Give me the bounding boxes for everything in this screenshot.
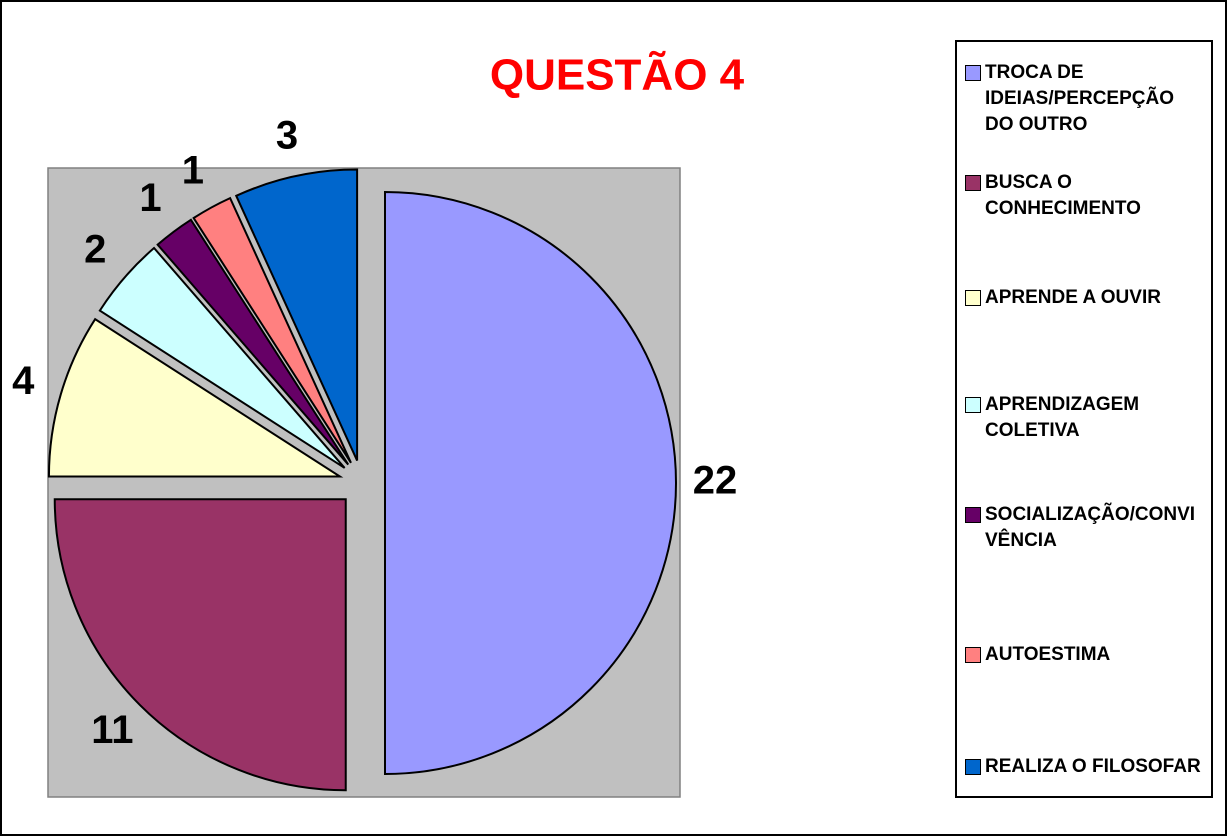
data-label: 3	[276, 114, 298, 158]
legend-swatch	[965, 507, 981, 523]
legend-label: APRENDE A OUVIR	[985, 287, 1161, 308]
legend-item: APRENDE A OUVIR	[965, 285, 1205, 311]
pie-slice	[47, 317, 344, 478]
pie-slice	[98, 246, 346, 469]
pie-slice	[53, 498, 347, 792]
pie-slice	[192, 196, 352, 464]
data-label: 22	[693, 459, 738, 503]
legend-item: APRENDIZAGEM COLETIVA	[965, 392, 1205, 444]
legend-item: REALIZA O FILOSOFAR	[965, 754, 1205, 780]
legend-swatch	[965, 759, 981, 775]
legend-item: SOCIALIZAÇÃO/CONVIVÊNCIA	[965, 502, 1205, 554]
legend-label: AUTOESTIMA	[985, 644, 1111, 665]
legend-label: REALIZA O FILOSOFAR	[985, 756, 1201, 777]
legend: TROCA DE IDEIAS/PERCEPÇÃO DO OUTRO BUSCA …	[955, 40, 1213, 798]
legend-label: BUSCA O CONHECIMENTO	[985, 172, 1141, 219]
legend-label: SOCIALIZAÇÃO/CONVIVÊNCIA	[985, 504, 1196, 551]
data-label: 1	[182, 149, 204, 193]
legend-item: AUTOESTIMA	[965, 642, 1205, 668]
legend-label: APRENDIZAGEM COLETIVA	[985, 394, 1140, 441]
legend-item: TROCA DE IDEIAS/PERCEPÇÃO DO OUTRO	[965, 60, 1205, 138]
pie-slice	[384, 190, 677, 776]
legend-swatch	[965, 647, 981, 663]
legend-swatch	[965, 397, 981, 413]
pie-slice	[234, 168, 359, 461]
data-label: 1	[139, 176, 161, 220]
pie-slice	[156, 218, 350, 466]
chart-title: QUESTÃO 4	[490, 50, 745, 100]
legend-swatch	[965, 290, 981, 306]
legend-item: BUSCA O CONHECIMENTO	[965, 170, 1205, 222]
legend-label: TROCA DE IDEIAS/PERCEPÇÃO DO OUTRO	[985, 62, 1174, 135]
data-label: 11	[91, 708, 133, 752]
data-label: 4	[12, 359, 35, 403]
legend-swatch	[965, 175, 981, 191]
legend-swatch	[965, 65, 981, 81]
data-label: 2	[84, 227, 106, 271]
